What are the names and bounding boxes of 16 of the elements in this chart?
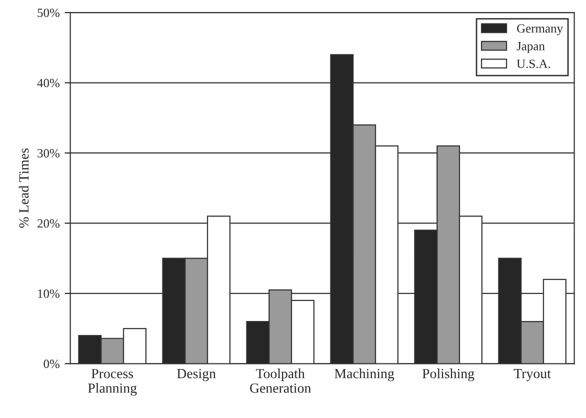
- legend-label: U.S.A.: [516, 60, 550, 68]
- y-tick-label: 30%: [38, 149, 60, 158]
- x-tick-label: Design: [177, 368, 216, 382]
- y-tick-label: 50%: [38, 8, 60, 18]
- y-tick-label: 40%: [37, 78, 60, 88]
- x-tick-label: Machining: [334, 368, 394, 382]
- x-tick-label: Toolpath Generation: [250, 368, 311, 393]
- y-tick-label: 10%: [38, 289, 60, 298]
- x-tick-label: Tryout: [514, 369, 551, 382]
- y-axis-title: % Lead Times: [18, 148, 29, 228]
- legend-label: Germany: [517, 24, 563, 36]
- legend-label: Japan: [516, 42, 545, 53]
- y-tick-label: 0%: [44, 360, 60, 368]
- x-tick-label: Process Planning: [88, 369, 137, 396]
- x-tick-label: Polishing: [422, 368, 474, 382]
- y-tick-label: 20%: [38, 219, 60, 228]
